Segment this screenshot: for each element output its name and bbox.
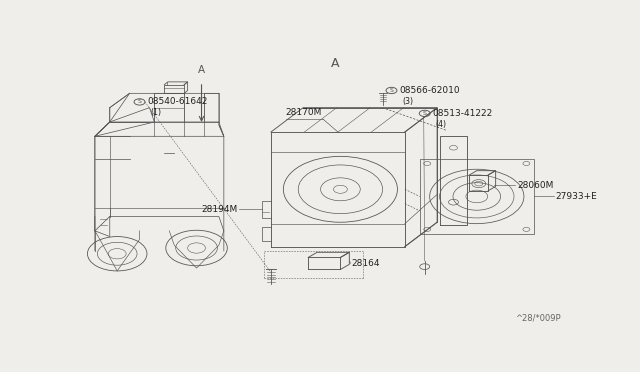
Text: 08540-61642: 08540-61642 [147, 97, 208, 106]
Text: A: A [198, 65, 205, 75]
Text: (4): (4) [436, 120, 447, 129]
Text: ^28/*009P: ^28/*009P [515, 314, 561, 323]
Text: S: S [390, 88, 394, 93]
Text: 08513-41222: 08513-41222 [433, 109, 493, 118]
Text: 08566-62010: 08566-62010 [399, 86, 460, 95]
Text: (1): (1) [150, 108, 161, 117]
Text: S: S [138, 99, 141, 105]
Text: 28170M: 28170M [286, 108, 322, 117]
Text: 28164: 28164 [352, 259, 380, 268]
Text: S: S [423, 111, 427, 116]
Text: 28060M: 28060M [517, 181, 554, 190]
Text: (3): (3) [403, 97, 413, 106]
Text: 27933+E: 27933+E [555, 192, 597, 201]
Text: 28194M: 28194M [201, 205, 237, 214]
Text: A: A [331, 57, 340, 70]
